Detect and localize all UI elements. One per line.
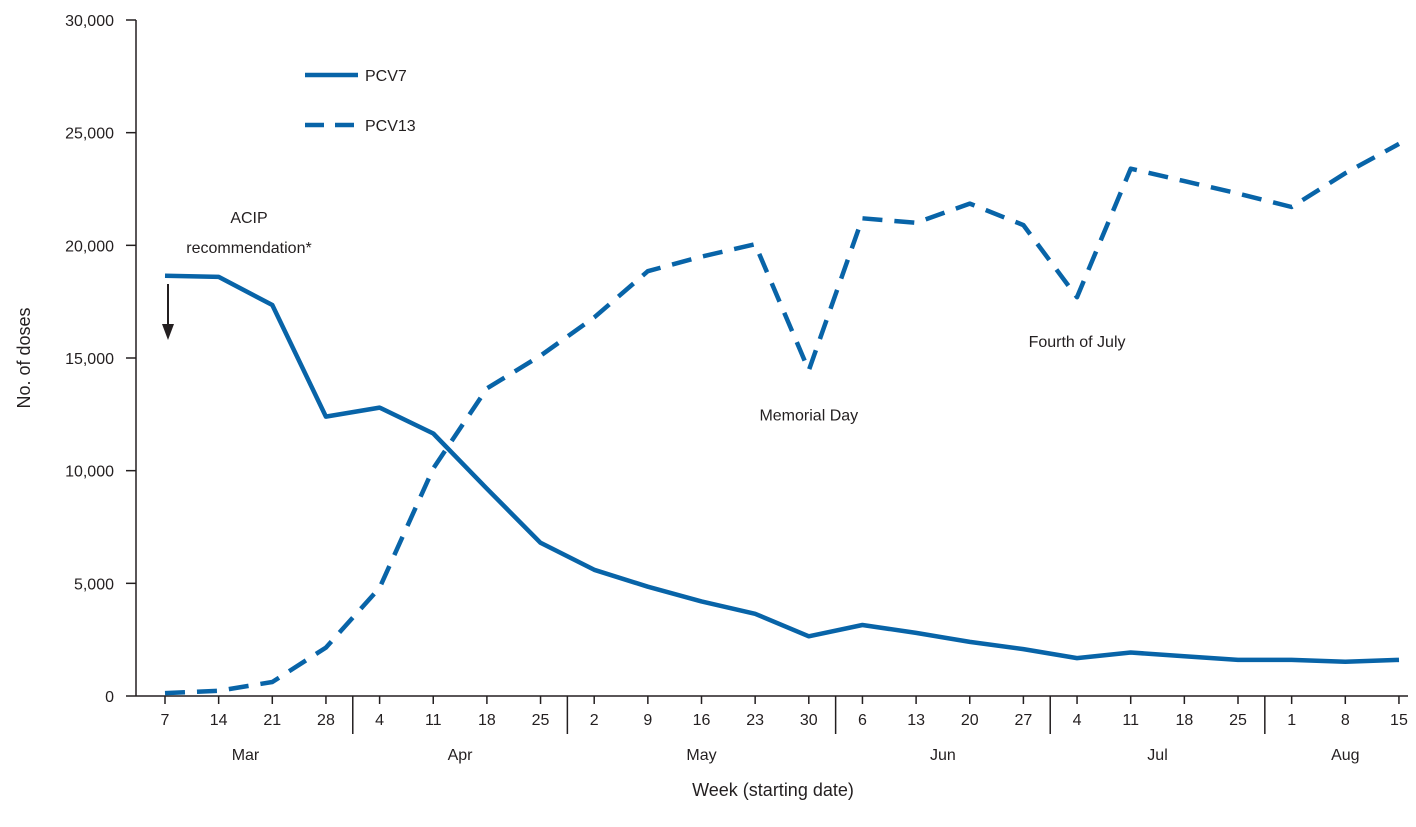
month-label: Apr (448, 747, 474, 764)
month-label: May (686, 747, 716, 764)
x-tick-label: 23 (746, 712, 764, 729)
month-label: Jun (930, 747, 956, 764)
month-label: Aug (1331, 747, 1359, 764)
x-tick-label: 16 (693, 712, 711, 729)
x-tick-label: 8 (1341, 712, 1350, 729)
y-tick-label: 10,000 (65, 464, 114, 481)
x-tick-label: 11 (1122, 712, 1139, 729)
x-tick-label: 25 (532, 712, 550, 729)
x-tick-label: 13 (907, 712, 925, 729)
x-tick-label: 6 (858, 712, 867, 729)
x-tick-label: 18 (478, 712, 496, 729)
x-tick-label: 1 (1287, 712, 1296, 729)
x-tick-label: 28 (317, 712, 335, 729)
series-layer (164, 141, 1401, 696)
x-tick-label: 30 (800, 712, 818, 729)
month-label: Mar (232, 747, 260, 764)
y-tick-label: 0 (105, 689, 114, 706)
annotation-acip-line: ACIP (230, 210, 267, 227)
x-tick-label: 4 (375, 712, 384, 729)
y-tick-label: 15,000 (65, 351, 114, 368)
annotation-arrow-head (162, 324, 174, 340)
x-tick-label: 9 (643, 712, 652, 729)
annotation-fourth-of-july: Fourth of July (1029, 334, 1126, 351)
x-tick-label: 27 (1015, 712, 1033, 729)
x-tick-label: 7 (161, 712, 170, 729)
x-tick-label: 2 (590, 712, 599, 729)
x-tick-label: 14 (210, 712, 228, 729)
month-label: Jul (1147, 747, 1167, 764)
x-tick-label: 18 (1175, 712, 1193, 729)
x-axis: 7 14 21 28 4 11 18 25 2 9 16 23 30 6 13 20 27 4 11 18 25 1 8 15… (136, 695, 1408, 764)
legend-label-pcv7: PCV7 (365, 68, 407, 85)
series-line-pcv7 (164, 273, 1400, 664)
annotation-memorial-day: Memorial Day (759, 407, 858, 424)
x-tick-label: 25 (1229, 712, 1247, 729)
y-tick-label: 5,000 (74, 576, 114, 593)
legend-label-pcv13: PCV13 (365, 118, 416, 135)
y-tick-label: 20,000 (65, 238, 114, 255)
y-axis-title: No. of doses (14, 307, 34, 408)
legend: PCV7 PCV13 (305, 68, 416, 135)
x-tick-label: 20 (961, 712, 979, 729)
x-axis-title: Week (starting date) (692, 780, 854, 800)
x-tick-label: 4 (1073, 712, 1082, 729)
annotation-acip-line: recommendation* (186, 240, 311, 257)
y-tick-label: 30,000 (65, 13, 114, 30)
y-axis: 0 5,000 10,000 15,000 20,000 25,000 30,000 (65, 13, 137, 706)
x-tick-label: 11 (425, 712, 442, 729)
x-tick-label: 21 (263, 712, 281, 729)
series-line-pcv13 (164, 141, 1401, 696)
annotations: ACIP recommendation* Memorial Day Fourth of… (162, 210, 1126, 424)
y-tick-label: 25,000 (65, 126, 114, 143)
x-tick-label: 15 (1390, 712, 1408, 729)
